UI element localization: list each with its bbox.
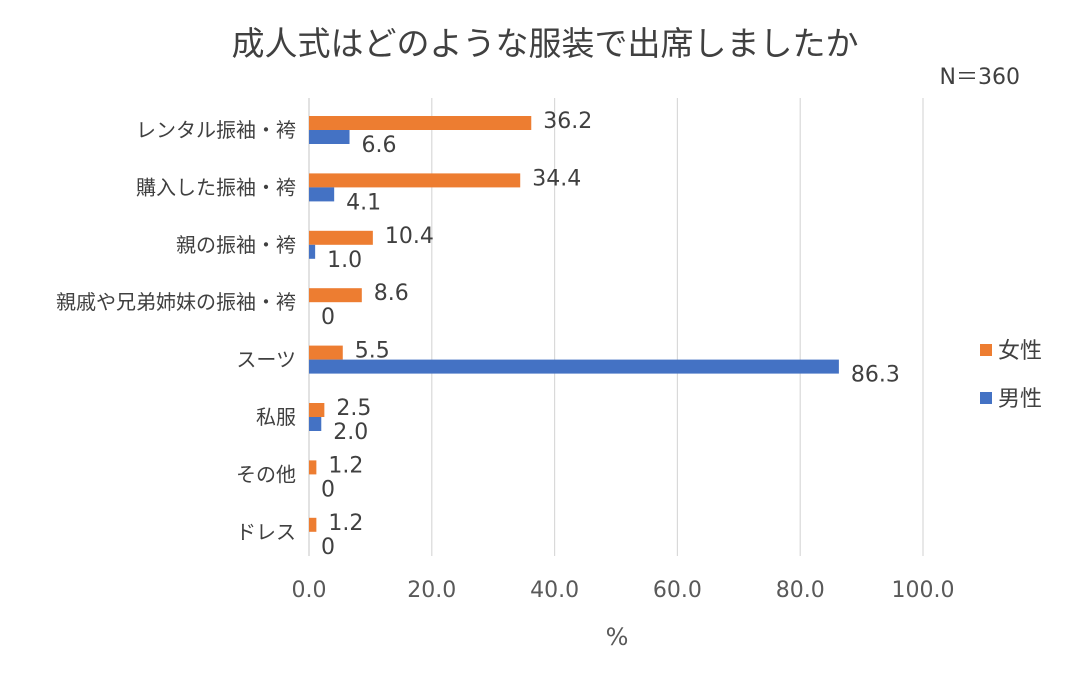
data-label-female: 8.6 [374, 281, 409, 306]
bar-female [309, 517, 317, 532]
category-label: スーツ [236, 348, 296, 372]
data-label-male: 1.0 [327, 248, 362, 273]
x-tick-label: 20.0 [407, 578, 456, 603]
category-label: レンタル振袖・袴 [136, 118, 296, 142]
category-label: その他 [236, 462, 296, 486]
legend-label: 男性 [998, 387, 1042, 412]
data-label-male: 0 [321, 305, 335, 330]
value-labels: 36.2 6.6 34.4 4.110.4 1.0 8.6 0 5.5 86.3 2.52.0 1.… [321, 109, 900, 560]
bars [309, 116, 839, 532]
x-tick-label: 100.0 [892, 578, 955, 603]
chart-title: 成人式はどのような服装で出席しましたか [232, 24, 859, 63]
data-label-female: 34.4 [532, 166, 581, 191]
bar-female [309, 460, 317, 475]
category-label: 購入した振袖・袴 [136, 175, 296, 199]
data-label-male: 0 [321, 535, 335, 560]
category-label: 親戚や兄弟姉妹の振袖・袴 [56, 290, 296, 314]
data-label-male: 2.0 [333, 420, 368, 445]
x-tick-label: 60.0 [653, 578, 702, 603]
x-tick-label: 0.0 [292, 578, 327, 603]
bar-female [309, 230, 373, 245]
bar-female [309, 288, 362, 303]
data-label-female: 1.2 [328, 511, 363, 536]
x-axis-ticks: 0.0 20.0 40.0 60.0 80.0 100.0 [292, 578, 955, 603]
category-label: 親の振袖・袴 [176, 233, 296, 257]
legend-swatch [980, 392, 992, 404]
bar-female [309, 345, 343, 360]
x-axis-title: % [606, 623, 629, 651]
bar-female [309, 403, 325, 417]
data-label-female: 1.2 [328, 453, 363, 478]
x-tick-label: 40.0 [530, 578, 579, 603]
bar-female [309, 116, 532, 130]
bar-male [309, 417, 322, 431]
data-label-male: 0 [321, 477, 335, 502]
data-label-female: 2.5 [336, 396, 371, 421]
bar-male [309, 359, 839, 374]
category-label: 私服 [256, 405, 296, 429]
data-label-female: 5.5 [355, 339, 390, 364]
gridlines [308, 98, 924, 556]
bar-male [309, 130, 350, 144]
data-label-female: 36.2 [543, 109, 592, 134]
category-label: ドレス [236, 520, 296, 544]
sample-size-note: N＝360 [940, 65, 1020, 90]
legend-swatch [980, 344, 992, 356]
data-label-male: 4.1 [346, 190, 381, 215]
x-tick-label: 80.0 [776, 578, 825, 603]
data-label-male: 86.3 [851, 363, 900, 388]
data-label-female: 10.4 [385, 224, 434, 249]
bar-female [309, 173, 521, 188]
legend-label: 女性 [998, 339, 1042, 364]
bar-male [309, 244, 316, 259]
data-label-male: 6.6 [362, 133, 397, 158]
category-labels: レンタル振袖・袴購入した振袖・袴親の振袖・袴親戚や兄弟姉妹の振袖・袴スーツ私服そ… [56, 118, 296, 544]
bar-male [309, 187, 335, 202]
